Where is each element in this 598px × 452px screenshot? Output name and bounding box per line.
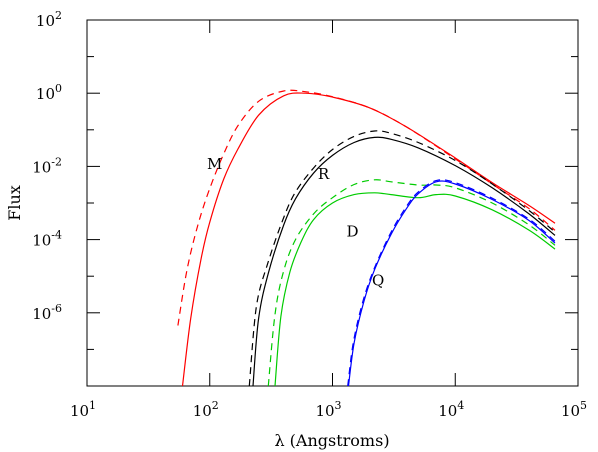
series-label: M <box>207 155 222 173</box>
x-tick-label: 102 <box>193 399 219 420</box>
series-label: R <box>318 165 330 183</box>
y-tick-label: 102 <box>36 9 62 30</box>
tick-labels: 101 102 103 104 105 102 100 10-2 10-4 10-6 <box>32 9 587 420</box>
series-label: Q <box>372 272 384 290</box>
y-tick-label: 100 <box>36 82 62 103</box>
x-tick-label: 104 <box>438 399 464 420</box>
series-line-4 <box>274 192 556 387</box>
y-tick-label: 10-6 <box>32 302 62 323</box>
series-line-2 <box>252 136 556 387</box>
series-line-0 <box>181 92 556 387</box>
x-tick-label: 103 <box>315 399 341 420</box>
series-labels: M R D Q <box>207 155 384 290</box>
axis-ticks <box>86 19 579 387</box>
series-curves <box>177 89 556 387</box>
y-tick-label: 10-2 <box>32 155 62 176</box>
x-tick-label: 101 <box>70 399 96 420</box>
x-axis-title: λ (Angstroms) <box>274 431 389 450</box>
series-label: D <box>346 223 358 241</box>
series-line-7 <box>347 179 556 387</box>
y-axis-title: Flux <box>5 185 24 221</box>
y-tick-label: 10-4 <box>32 229 62 250</box>
series-line-5 <box>267 179 556 387</box>
series-line-3 <box>248 130 556 387</box>
series-line-6 <box>347 180 556 387</box>
x-tick-label: 105 <box>561 399 587 420</box>
